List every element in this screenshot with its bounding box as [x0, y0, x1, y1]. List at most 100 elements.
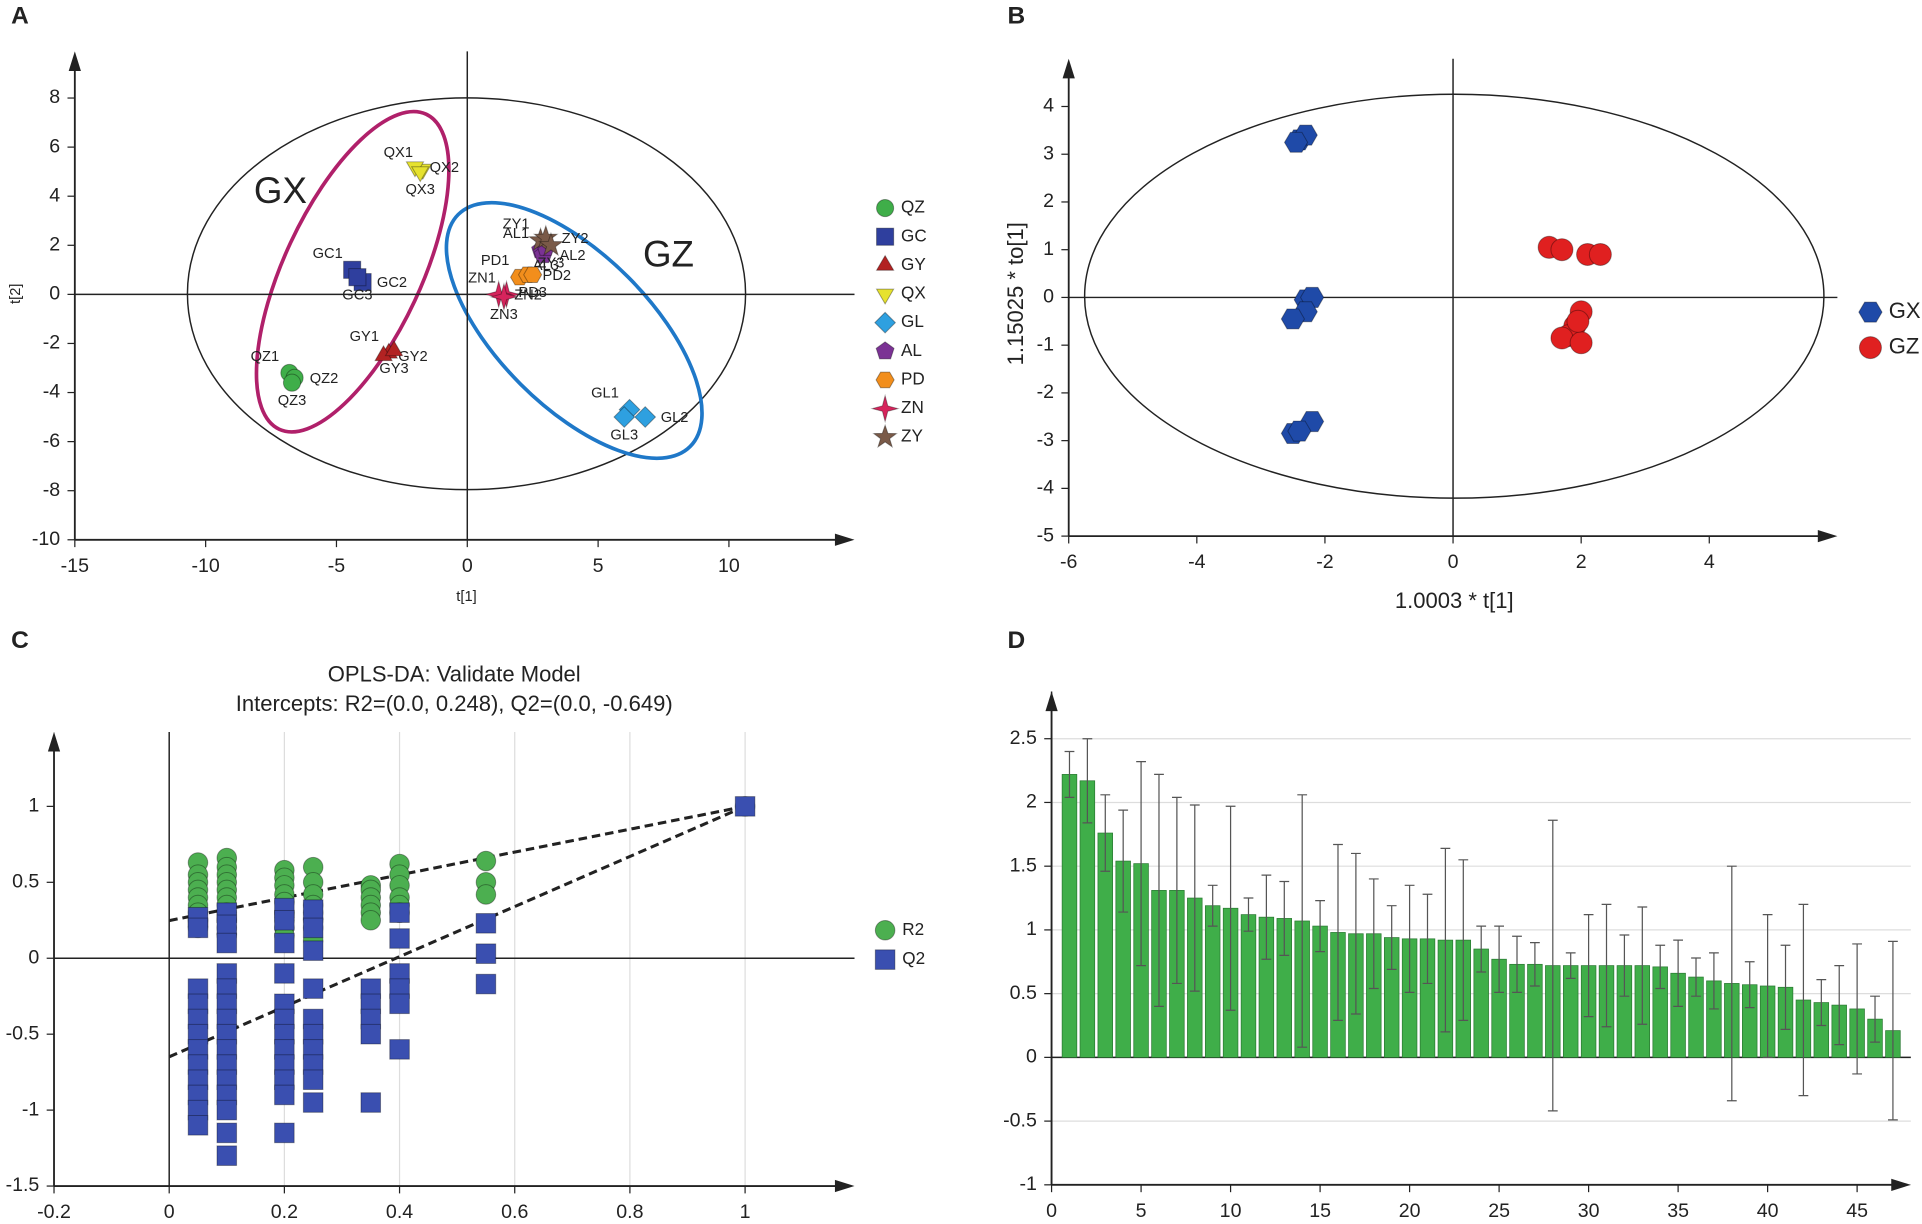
error-bar	[1834, 964, 1845, 1046]
point	[274, 1084, 295, 1106]
error-bar	[1458, 859, 1469, 1022]
error-bar	[1780, 944, 1791, 1030]
x-axis-label: t[1]	[456, 589, 476, 605]
point-label: QZ1	[251, 349, 280, 365]
point	[282, 373, 302, 392]
point-label: ZY2	[562, 231, 589, 247]
point	[187, 1115, 209, 1136]
legend-marker	[875, 288, 895, 305]
bar	[1240, 914, 1257, 1058]
y-tick-label: 0.5	[1010, 982, 1037, 1004]
point	[216, 1122, 238, 1144]
error-bar	[1297, 794, 1308, 1048]
error-bar	[1888, 940, 1898, 1121]
axis-arrow	[1817, 529, 1838, 543]
y-tick-label: -2	[1037, 381, 1054, 403]
y-tick-label: -1	[1037, 333, 1054, 355]
legend-marker	[874, 919, 896, 941]
group-ellipse	[254, 109, 451, 434]
legend-label: ZN	[901, 397, 924, 417]
error-bar	[1494, 925, 1505, 993]
x-tick-label: 20	[1399, 1200, 1421, 1222]
point-label: GY2	[398, 349, 427, 365]
point-label: PD3	[518, 285, 547, 301]
point	[1569, 331, 1593, 355]
axis-arrow	[1062, 58, 1075, 79]
error-bar	[1315, 899, 1325, 953]
axis-arrow	[834, 1179, 855, 1193]
confidence-ellipse	[1083, 93, 1825, 499]
error-bar	[1136, 761, 1146, 967]
point-label: PD1	[481, 253, 510, 269]
error-bar	[1673, 939, 1684, 1007]
point	[1550, 238, 1574, 262]
point-label: ZY3	[538, 256, 565, 272]
error-bar	[1207, 884, 1218, 927]
point	[538, 231, 564, 257]
legend-marker	[876, 199, 895, 218]
x-tick-label: 2	[1576, 551, 1587, 573]
fit-line	[168, 804, 746, 923]
point	[302, 978, 324, 999]
y-tick-label: -3	[1037, 429, 1055, 451]
error-bar	[1100, 794, 1111, 872]
point-label: GC1	[313, 246, 343, 262]
error-bar	[1261, 874, 1272, 960]
y-tick-label: -10	[32, 528, 60, 550]
legend-marker	[874, 311, 897, 334]
legend-marker	[872, 423, 898, 449]
legend-label: GZ	[1889, 333, 1920, 358]
y-tick-label: -0.5	[6, 1022, 40, 1044]
point-label: ZN3	[490, 307, 518, 323]
legend-label: PD	[901, 368, 925, 388]
x-tick-label: 5	[1136, 1200, 1147, 1222]
y-tick-label: -8	[43, 479, 61, 501]
panel-label: A	[11, 3, 29, 30]
panel-label: C	[11, 627, 29, 654]
point-label: QZ2	[310, 371, 339, 387]
y-tick-label: -4	[43, 381, 61, 403]
point	[274, 1122, 295, 1144]
x-tick-label: 4	[1704, 551, 1715, 573]
y-tick-label: -1	[1019, 1173, 1036, 1195]
x-tick-label: -10	[191, 555, 219, 577]
x-tick-label: 25	[1488, 1200, 1510, 1222]
chart-title: OPLS-DA: Validate Model	[328, 661, 581, 686]
x-axis-label: 1.0003 * t[1]	[1395, 588, 1514, 613]
x-tick-label: 10	[1220, 1200, 1242, 1222]
point	[360, 909, 382, 931]
point-label: AL2	[559, 248, 585, 264]
point-label: QZ3	[278, 393, 307, 409]
legend-label: R2	[902, 919, 924, 939]
error-bar	[1118, 809, 1129, 913]
axis-arrow	[1891, 1178, 1911, 1191]
y-tick-label: 4	[1043, 95, 1054, 117]
error-bar	[1333, 843, 1343, 1022]
error-bar	[1171, 796, 1182, 985]
point	[360, 1092, 382, 1113]
point	[475, 850, 497, 872]
y-tick-label: 0	[1026, 1046, 1037, 1068]
point	[216, 932, 238, 954]
error-bar	[1762, 914, 1773, 1058]
point-label: GC2	[377, 275, 407, 291]
point	[216, 1099, 238, 1121]
error-bar	[1583, 914, 1594, 1018]
error-bar	[1637, 906, 1648, 1025]
error-bar	[1476, 925, 1487, 973]
point	[302, 917, 324, 939]
legend-label: GX	[1889, 298, 1921, 323]
panel-label: B	[1008, 3, 1026, 30]
error-bar	[1619, 934, 1630, 997]
point	[389, 1039, 410, 1060]
error-bar	[1225, 805, 1236, 1011]
point-label: QX1	[384, 145, 413, 161]
y-tick-label: -0.5	[1003, 1109, 1037, 1131]
y-tick-label: -5	[1037, 524, 1055, 546]
point-label: GL1	[591, 386, 619, 402]
point	[734, 796, 756, 817]
annotation: GX	[254, 170, 307, 211]
legend-label: QZ	[901, 197, 925, 217]
error-bar	[1726, 865, 1737, 1102]
